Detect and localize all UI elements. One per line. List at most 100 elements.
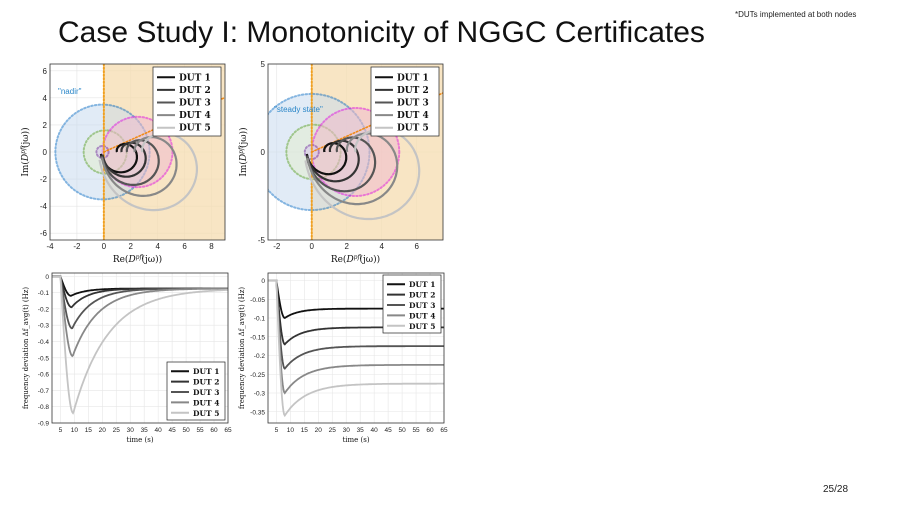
x-axis-label: time (s) (126, 436, 153, 444)
legend-label: DUT 5 (179, 124, 211, 134)
nyquist-curve (100, 136, 178, 197)
y-tick-label: -0.1 (38, 290, 50, 297)
legend-label: DUT 1 (179, 73, 211, 83)
y-tick-label: -5 (258, 236, 266, 245)
x-tick-label: 6 (182, 242, 187, 251)
nyquist-curve (98, 132, 198, 212)
nyquist-curve (100, 139, 160, 186)
x-tick-label: 60 (426, 427, 434, 434)
x-tick-label: 6 (415, 242, 420, 251)
legend-label: DUT 2 (179, 86, 211, 96)
x-tick-label: 10 (71, 427, 79, 434)
x-tick-label: 50 (398, 427, 406, 434)
legend-label: DUT 5 (409, 322, 435, 331)
y-tick-label: -0.8 (38, 404, 50, 411)
y-tick-label: -0.6 (38, 372, 50, 379)
y-tick-label: -0.25 (250, 372, 265, 379)
x-tick-label: 55 (412, 427, 420, 434)
x-tick-label: 0 (102, 242, 107, 251)
y-tick-label: 0 (43, 148, 48, 157)
axis-label: Im(Dpfi(jω)) (20, 127, 31, 176)
y-tick-label: 0 (261, 278, 265, 285)
x-tick-label: 8 (209, 242, 214, 251)
x-tick-label: 25 (113, 427, 121, 434)
legend-label: DUT 3 (397, 99, 429, 109)
y-tick-label: -0.4 (38, 339, 50, 346)
legend-label: DUT 3 (409, 301, 435, 310)
y-axis-label: frequency deviation Δf_avg(t) (Hz) (22, 287, 30, 410)
x-tick-label: 5 (59, 427, 63, 434)
legend-label: DUT 3 (193, 388, 219, 397)
y-tick-label: -0.3 (38, 323, 50, 330)
y-tick-label: -0.5 (38, 355, 50, 362)
legend-label: DUT 5 (397, 124, 429, 134)
y-tick-label: -0.05 (250, 297, 265, 304)
x-tick-label: 4 (155, 242, 160, 251)
legend-label: DUT 2 (397, 86, 429, 96)
nyquist-curve (305, 136, 377, 193)
y-axis-label: frequency deviation Δf_avg(t) (Hz) (238, 287, 246, 410)
y-tick-label: 5 (261, 60, 266, 69)
x-axis-label: time (s) (342, 436, 369, 444)
x-tick-label: 35 (357, 427, 365, 434)
x-tick-label: 45 (385, 427, 393, 434)
y-tick-label: -0.35 (250, 409, 265, 416)
x-tick-label: 0 (310, 242, 315, 251)
frequency-curve (268, 279, 444, 395)
y-tick-label: 2 (43, 121, 48, 130)
legend-label: DUT 5 (193, 409, 219, 418)
plot-frame (51, 272, 229, 424)
plot-frame (267, 63, 444, 241)
x-tick-label: -2 (73, 242, 81, 251)
nyquist-curve (306, 132, 399, 206)
y-tick-label: -0.9 (38, 421, 50, 428)
y-tick-label: -0.1 (254, 316, 266, 323)
plot-frame (267, 272, 445, 424)
axis-label: Im(Dpfi(jω)) (238, 127, 249, 176)
y-tick-label: 6 (43, 67, 48, 76)
frequency-curve (268, 279, 444, 418)
x-tick-label: 65 (224, 427, 232, 434)
x-tick-label: 40 (371, 427, 379, 434)
x-tick-label: 15 (301, 427, 309, 434)
annotation-label: "steady state" (274, 105, 323, 114)
legend-label: DUT 4 (193, 398, 219, 407)
y-tick-label: -4 (40, 202, 48, 211)
frequency-curve (52, 275, 228, 358)
freq-right-chart: 5 10 15 20 25 30 35 40 45 50 55 60 65 0 -0.05 -0.1 -0.15… (238, 272, 448, 444)
x-tick-label: 20 (99, 427, 107, 434)
nyquist-curve (306, 139, 360, 183)
x-tick-label: -4 (46, 242, 54, 251)
x-tick-label: 2 (129, 242, 134, 251)
footnote: *DUTs implemented at both nodes (735, 10, 857, 19)
nyquist-right-chart: -2 0 2 4 6 -5 0 5 Re(Dpfi(jω)) Im(Dpfi(jω)) "stead… (238, 60, 444, 265)
x-tick-label: 60 (210, 427, 218, 434)
frequency-curve (268, 279, 444, 370)
y-tick-label: -0.2 (254, 353, 266, 360)
x-tick-label: 65 (440, 427, 448, 434)
x-tick-label: 30 (127, 427, 135, 434)
x-tick-label: -2 (273, 242, 281, 251)
legend-label: DUT 4 (179, 111, 211, 121)
legend-label: DUT 4 (409, 311, 435, 320)
x-tick-label: 35 (141, 427, 149, 434)
legend-label: DUT 1 (409, 280, 435, 289)
x-tick-label: 30 (343, 427, 351, 434)
x-tick-label: 2 (345, 242, 350, 251)
annotation-label: "nadir" (58, 87, 82, 96)
nyquist-curve (304, 128, 421, 221)
nyquist-curve (99, 142, 138, 174)
frequency-curve (52, 275, 228, 415)
legend-label: DUT 4 (397, 111, 429, 121)
y-tick-label: -2 (40, 175, 48, 184)
plot-frame (49, 63, 226, 241)
legend-label: DUT 1 (193, 367, 219, 376)
x-tick-label: 15 (85, 427, 93, 434)
slide-title: Case Study I: Monotonicity of NGGC Certi… (58, 16, 705, 49)
y-tick-label: -0.7 (38, 388, 50, 395)
legend-label: DUT 3 (179, 99, 211, 109)
x-tick-label: 55 (196, 427, 204, 434)
x-tick-label: 20 (315, 427, 323, 434)
y-tick-label: 4 (43, 94, 48, 103)
x-tick-label: 5 (275, 427, 279, 434)
